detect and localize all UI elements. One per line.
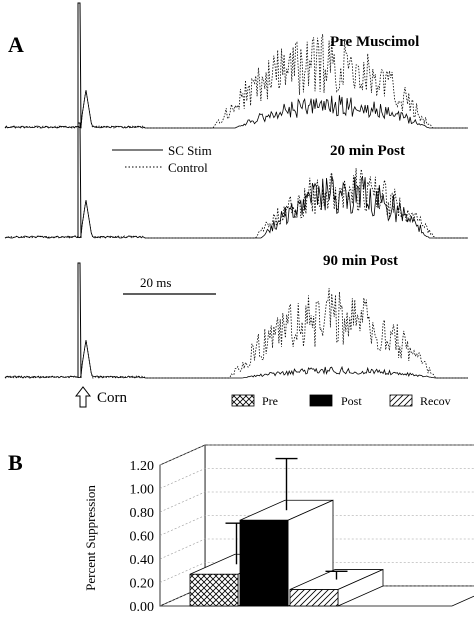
legend-swatch-recov: [389, 394, 413, 407]
y-tick-label: 1.20: [130, 459, 155, 474]
legend-swatch-post: [309, 394, 333, 407]
legend-label-recov: Recov: [420, 394, 451, 408]
control-trace: [4, 34, 468, 129]
sc-stim-trace: [4, 340, 468, 379]
sc-stim-trace: [4, 175, 468, 239]
gridline: [159, 444, 474, 466]
trace-pre-muscimol: [4, 2, 468, 129]
y-tick-label: 0.80: [130, 506, 155, 521]
panel-b-letter: B: [8, 450, 23, 475]
trace-label-90min: 90 min Post: [323, 253, 398, 269]
y-tick-label: 0.20: [130, 577, 155, 592]
trace-20min-post: [4, 122, 468, 239]
stimulus-artifact: [77, 2, 82, 129]
legend-label-control: Control: [168, 160, 208, 175]
control-trace: [4, 288, 468, 379]
y-tick-label: 1.00: [130, 483, 155, 498]
y-axis-title: Percent Suppression: [83, 485, 98, 591]
scale-bar-label: 20 ms: [140, 275, 171, 290]
gridline: [159, 538, 474, 560]
y-tick-label: 0.60: [130, 530, 155, 545]
stimulus-label: Corn: [97, 390, 128, 406]
bar-pre: [189, 573, 239, 607]
panel-a-letter: A: [8, 32, 24, 57]
gridline: [159, 491, 474, 513]
gridline: [159, 562, 474, 583]
trace-label-pre: Pre Muscimol: [330, 34, 419, 50]
stimulus-artifact: [77, 262, 82, 379]
bar-recov: [289, 589, 339, 607]
legend-label-post: Post: [341, 394, 362, 408]
gridline: [159, 515, 474, 536]
bar-chart: 0.00 0.20 0.40 0.60 0.80 1.00 1.20: [130, 444, 474, 615]
legend-swatch-pre: [231, 394, 255, 407]
gridline: [159, 468, 474, 489]
bar-post: [239, 519, 289, 607]
trace-label-20min: 20 min Post: [330, 143, 405, 159]
sc-stim-trace: [4, 90, 468, 129]
trace-90min-post: [4, 262, 468, 379]
y-tick-label: 0.40: [130, 553, 155, 568]
stimulus-artifact: [77, 122, 82, 239]
legend-label-sc-stim: SC Stim: [168, 143, 212, 158]
y-tick-label: 0.00: [130, 600, 155, 615]
control-trace: [4, 168, 468, 239]
stimulus-arrow-icon: [74, 386, 92, 408]
legend-label-pre: Pre: [262, 394, 278, 408]
